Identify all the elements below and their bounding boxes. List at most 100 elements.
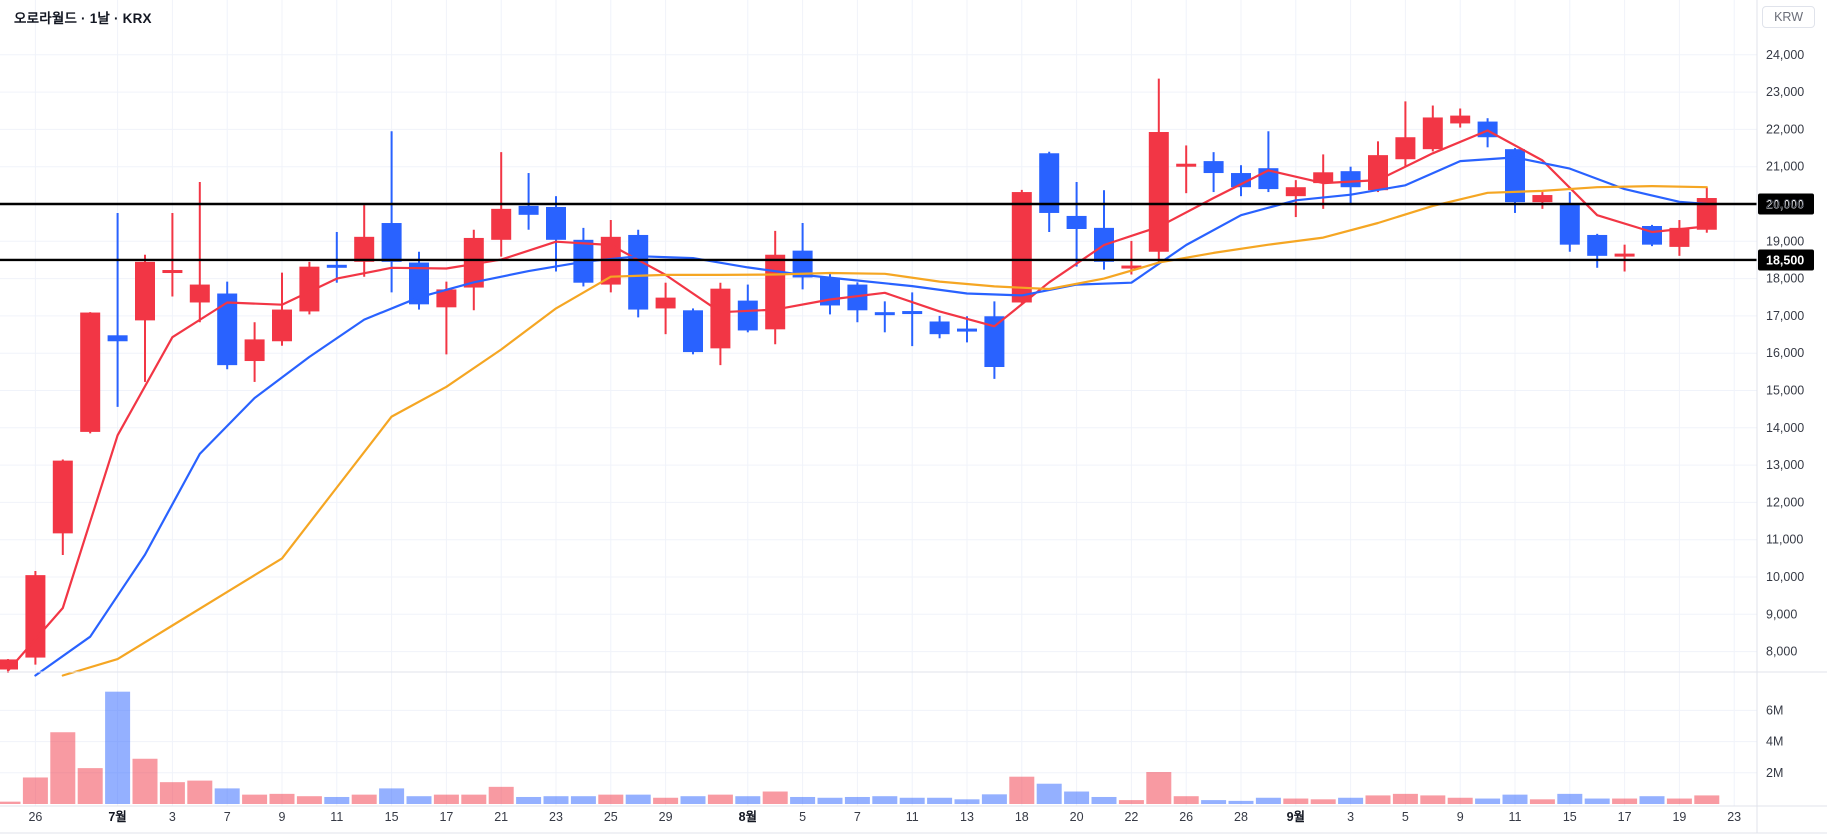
- price-tick-label: 18,000: [1766, 272, 1804, 286]
- price-tick-label: 14,000: [1766, 421, 1804, 435]
- volume-bar: [0, 801, 21, 804]
- volume-bar: [1694, 795, 1720, 804]
- candle: [1121, 240, 1142, 275]
- volume-bar: [817, 797, 843, 804]
- candle: [381, 131, 402, 293]
- volume-bar: [1639, 796, 1665, 804]
- candle: [1285, 180, 1306, 218]
- candle-body: [1285, 187, 1306, 197]
- volume-bar: [1118, 800, 1144, 804]
- candle-body: [1148, 132, 1169, 252]
- candle: [436, 281, 457, 355]
- volume-bar: [516, 796, 542, 804]
- candle: [984, 301, 1005, 379]
- candle: [1340, 166, 1361, 206]
- volume-bar: [1228, 800, 1254, 804]
- candle-body: [1011, 192, 1032, 303]
- volume-bar: [1447, 797, 1473, 804]
- price-axis[interactable]: 8,000 9,000 10,000 11,000 12,000 13,000 14,000…: [1766, 48, 1804, 780]
- drawing-lines-layer[interactable]: 20,000 18,500: [0, 193, 1814, 271]
- volume-bar: [1283, 798, 1309, 804]
- candle: [655, 282, 676, 335]
- candle: [1039, 151, 1060, 232]
- time-tick-label: 5: [1402, 810, 1409, 824]
- volume-bar: [433, 794, 459, 804]
- candles-layer: [0, 78, 1717, 673]
- candle: [1011, 189, 1032, 305]
- time-tick-label: 25: [604, 810, 618, 824]
- candle: [847, 282, 868, 323]
- currency-unit-button[interactable]: KRW: [1762, 6, 1815, 28]
- candle-body: [1066, 215, 1087, 229]
- candle-body: [984, 316, 1005, 368]
- candle-body: [1340, 171, 1361, 188]
- volume-bar: [735, 796, 761, 804]
- price-line-badge: [1758, 249, 1814, 271]
- ma-fast-red-line: [6, 129, 1708, 672]
- candle: [244, 322, 265, 382]
- volume-bar: [1392, 793, 1418, 804]
- volume-bar: [570, 796, 596, 804]
- time-tick-label: 26: [1179, 810, 1193, 824]
- candle-body: [628, 234, 649, 310]
- candle-body: [957, 328, 977, 332]
- candle-body: [655, 297, 676, 309]
- candle-body: [1313, 172, 1334, 184]
- price-tick-label: 9,000: [1766, 607, 1797, 621]
- candle: [1313, 154, 1334, 209]
- candle: [80, 312, 101, 434]
- volume-bar: [379, 788, 405, 804]
- volume-bar: [214, 788, 240, 804]
- candle: [463, 229, 484, 311]
- candle-body: [0, 659, 18, 670]
- time-tick-label: 9: [279, 810, 286, 824]
- candle-body: [491, 208, 512, 240]
- volume-bar: [406, 796, 432, 804]
- volume-bar: [351, 794, 377, 804]
- volume-bar: [1201, 800, 1227, 804]
- candle: [135, 254, 155, 382]
- candle: [107, 212, 128, 407]
- price-tick-label: 10,000: [1766, 570, 1804, 584]
- time-tick-label: 22: [1124, 810, 1138, 824]
- volume-tick-label: 4M: [1766, 735, 1783, 749]
- volume-bar: [488, 786, 514, 804]
- symbol-title[interactable]: 오로라월드 · 1날 · KRX: [14, 11, 152, 26]
- volume-bar: [269, 793, 295, 804]
- time-tick-label: 9: [1457, 810, 1464, 824]
- candle: [272, 272, 292, 346]
- candle: [1450, 108, 1471, 128]
- time-tick-label: 28: [1234, 810, 1248, 824]
- candle-body: [463, 237, 484, 288]
- volume-bar: [1584, 798, 1610, 804]
- price-line-badge-label: 18,500: [1766, 253, 1804, 267]
- volume-bar: [625, 794, 651, 804]
- candle-body: [1422, 117, 1443, 150]
- volume-bar: [1475, 798, 1501, 804]
- candle: [1559, 192, 1580, 252]
- volume-bar: [296, 796, 322, 804]
- time-tick-label: 19: [1672, 810, 1686, 824]
- candle-body: [518, 205, 539, 215]
- candle-body: [874, 312, 895, 316]
- volume-bar: [1173, 796, 1199, 804]
- candle-body: [1203, 161, 1224, 174]
- time-axis[interactable]: 26 7월 3 7 9 11 15 17 21 23 25 29 8월 5 7 11 13 18 20 22 26 28 9…: [28, 809, 1741, 824]
- volume-bar: [762, 791, 788, 804]
- volume-bar: [22, 777, 48, 804]
- volume-bar: [1255, 797, 1281, 804]
- time-tick-label: 7: [224, 810, 231, 824]
- price-tick-label: 17,000: [1766, 309, 1804, 323]
- volume-bar: [899, 797, 925, 804]
- candle-body: [80, 312, 101, 432]
- chart-surface[interactable]: [0, 0, 1757, 806]
- volume-bar: [1310, 799, 1336, 804]
- candle: [1395, 101, 1416, 168]
- time-tick-label: 23: [549, 810, 563, 824]
- volume-bar: [105, 691, 131, 804]
- candle: [1176, 145, 1197, 194]
- time-tick-label: 7월: [108, 809, 126, 824]
- ma-mid-blue-line: [34, 156, 1708, 677]
